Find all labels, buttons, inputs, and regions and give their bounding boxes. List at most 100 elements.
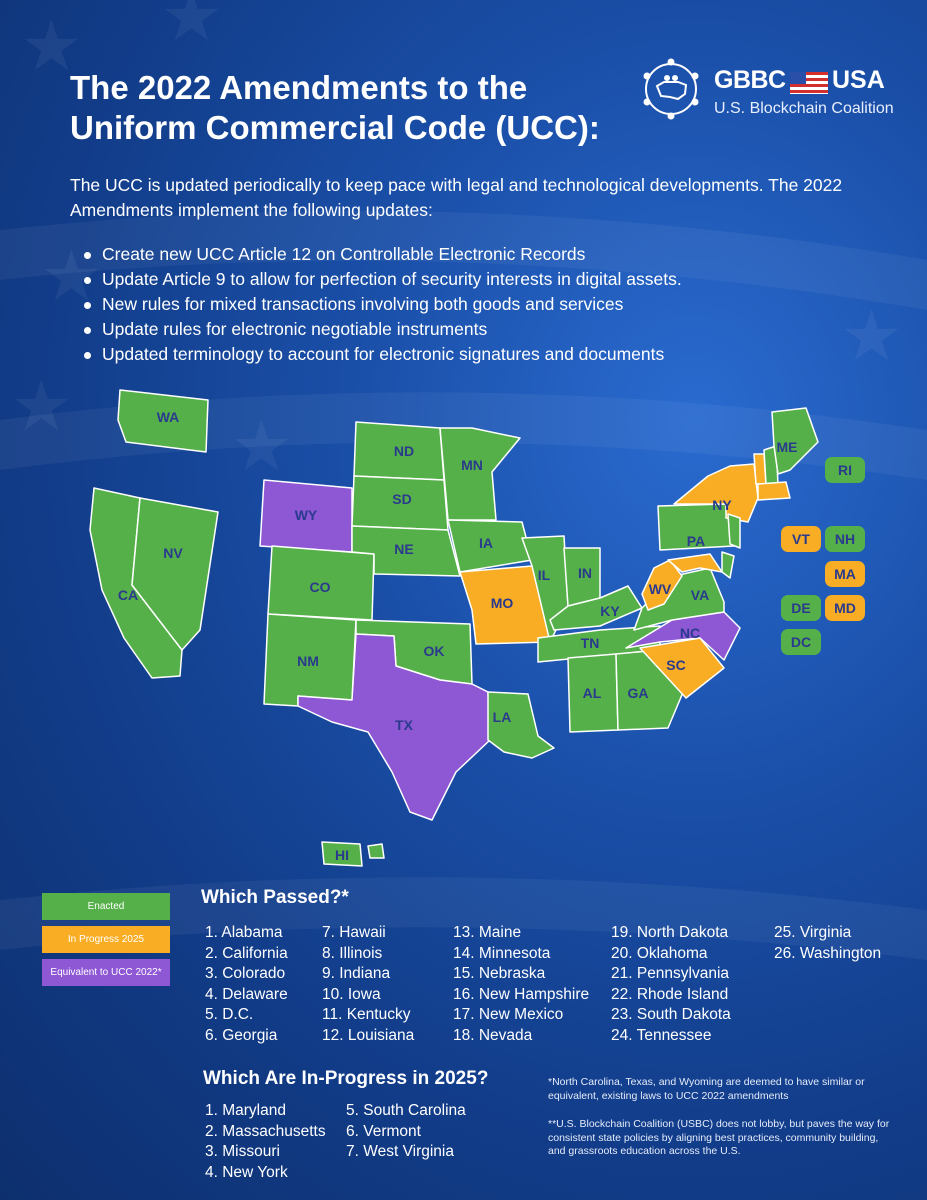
label-tx: TX: [395, 717, 414, 733]
label-wy: WY: [295, 507, 318, 523]
footnote-equivalent: *North Carolina, Texas, and Wyoming are …: [548, 1076, 865, 1102]
passed-item: 11. Kentucky: [322, 1006, 411, 1024]
legend-in-progress: In Progress 2025: [42, 926, 170, 953]
passed-item: 4. Delaware: [205, 985, 288, 1003]
legend-enacted: Enacted: [42, 893, 170, 920]
passed-item: 3. Colorado: [205, 965, 286, 983]
state-de: [721, 551, 735, 579]
passed-column-3: 13. Maine 14. Minnesota 15. Nebraska 16.…: [453, 923, 589, 1047]
state-me: [771, 407, 819, 475]
label-mo: MO: [491, 595, 514, 611]
state-nj: [727, 513, 741, 549]
state-wa: [117, 389, 209, 453]
badge-label-vt: VT: [792, 531, 810, 547]
us-flag-icon: [790, 72, 828, 94]
passed-item: 19. North Dakota: [611, 924, 729, 941]
passed-item: 17. New Mexico: [453, 1006, 564, 1024]
update-item: New rules for mixed transactions involvi…: [76, 292, 682, 317]
update-item: Updated terminology to account for elect…: [76, 342, 682, 367]
update-item: Create new UCC Article 12 on Controllabl…: [76, 242, 682, 267]
us-state-map: WA CA NV WY CO NM ND SD NE OK TX MN IA M…: [89, 389, 865, 867]
passed-item: 15. Nebraska: [453, 965, 546, 983]
label-me: ME: [777, 439, 798, 455]
passed-item: 5. D.C.: [205, 1006, 254, 1024]
label-nm: NM: [297, 653, 319, 669]
state-wv: [641, 559, 683, 611]
label-tn: TN: [581, 635, 600, 651]
state-nv: [131, 497, 219, 651]
label-sd: SD: [392, 491, 411, 507]
passed-item: 23. South Dakota: [611, 1006, 731, 1024]
label-nd: ND: [394, 443, 414, 459]
logo-subtitle: U.S. Blockchain Coalition: [714, 100, 894, 117]
label-ok: OK: [424, 643, 445, 659]
passed-column-4: 19. North Dakota 20. Oklahoma 21. Pennsy…: [611, 923, 731, 1047]
badge-label-ri: RI: [838, 462, 852, 478]
state-ma: [757, 481, 791, 501]
passed-item: 24. Tennessee: [611, 1026, 712, 1044]
badge-label-de: DE: [791, 600, 810, 616]
badge-label-dc: DC: [791, 634, 811, 650]
passed-item: 2. California: [205, 944, 288, 962]
passed-item: 12. Louisiana: [322, 1026, 415, 1044]
passed-item: 18. Nevada: [453, 1026, 533, 1044]
state-hi-island: [367, 843, 385, 859]
passed-item: 6. Georgia: [205, 1026, 278, 1044]
passed-item: 13. Maine: [453, 924, 522, 941]
label-ky: KY: [600, 603, 620, 619]
label-ny: NY: [712, 497, 732, 513]
badge-dc: [781, 629, 821, 655]
badge-label-nh: NH: [835, 531, 855, 547]
logo-country: USA: [832, 66, 885, 94]
label-wv: WV: [649, 581, 672, 597]
label-nc: NC: [680, 625, 700, 641]
passed-item: 10. Iowa: [322, 985, 381, 1003]
state-la: [487, 691, 555, 759]
badge-vt: [781, 526, 821, 552]
state-md: [667, 553, 723, 573]
logo-brand: GBBC: [714, 66, 786, 94]
passed-item: 8. Illinois: [322, 944, 383, 962]
label-nv: NV: [163, 545, 183, 561]
state-mn: [439, 427, 521, 521]
passed-item: 20. Oklahoma: [611, 944, 708, 962]
label-al: AL: [583, 685, 602, 701]
passed-item: 16. New Hampshire: [453, 985, 590, 1003]
passed-item: 25. Virginia: [774, 924, 852, 941]
update-item: Update rules for electronic negotiable i…: [76, 317, 682, 342]
label-ca: CA: [118, 587, 138, 603]
progress-item: 1. Maryland: [205, 1102, 286, 1119]
update-item: Update Article 9 to allow for perfection…: [76, 267, 682, 292]
progress-item: 3. Missouri: [205, 1143, 280, 1161]
progress-item: 2. Massachusetts: [205, 1122, 326, 1140]
label-va: VA: [691, 587, 709, 603]
passed-column-5: 25. Virginia 26. Washington: [774, 923, 881, 964]
passed-heading: Which Passed?*: [201, 887, 349, 908]
passed-item: 9. Indiana: [322, 965, 391, 983]
progress-column-1: 1. Maryland 2. Massachusetts 3. Missouri…: [205, 1101, 326, 1183]
label-wa: WA: [157, 409, 180, 425]
svg-text:★: ★: [160, 0, 223, 57]
progress-heading: Which Are In-Progress in 2025?: [203, 1068, 489, 1089]
label-ga: GA: [628, 685, 649, 701]
passed-column-1: 1. Alabama 2. California 3. Colorado 4. …: [205, 923, 288, 1047]
label-il: IL: [538, 567, 551, 583]
state-ky: [549, 585, 643, 631]
label-hi: HI: [335, 847, 349, 863]
passed-item: 26. Washington: [774, 944, 882, 962]
passed-item: 14. Minnesota: [453, 944, 551, 962]
passed-column-2: 7. Hawaii 8. Illinois 9. Indiana 10. Iow…: [322, 923, 414, 1047]
passed-item: 21. Pennsylvania: [611, 965, 730, 983]
label-in: IN: [578, 565, 592, 581]
passed-item: 1. Alabama: [205, 924, 283, 941]
label-ne: NE: [394, 541, 413, 557]
footnote-usbc: **U.S. Blockchain Coalition (USBC) does …: [548, 1118, 890, 1157]
label-co: CO: [310, 579, 331, 595]
badge-md: [825, 595, 865, 621]
badge-label-md: MD: [834, 600, 856, 616]
legend-equivalent: Equivalent to UCC 2022*: [42, 959, 170, 986]
progress-item: 5. South Carolina: [346, 1102, 466, 1119]
badge-ri: [825, 457, 865, 483]
label-pa: PA: [687, 533, 705, 549]
passed-item: 7. Hawaii: [322, 924, 386, 941]
